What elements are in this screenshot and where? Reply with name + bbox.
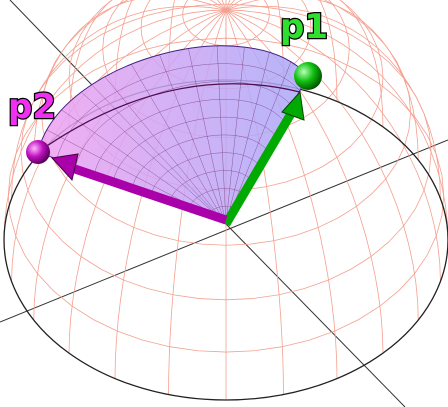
label-p1: p1 bbox=[280, 7, 328, 47]
point-p1 bbox=[294, 62, 322, 90]
scene: p1 p2 bbox=[0, 0, 448, 407]
point-p2 bbox=[26, 140, 50, 164]
label-p2: p2 bbox=[8, 87, 56, 127]
